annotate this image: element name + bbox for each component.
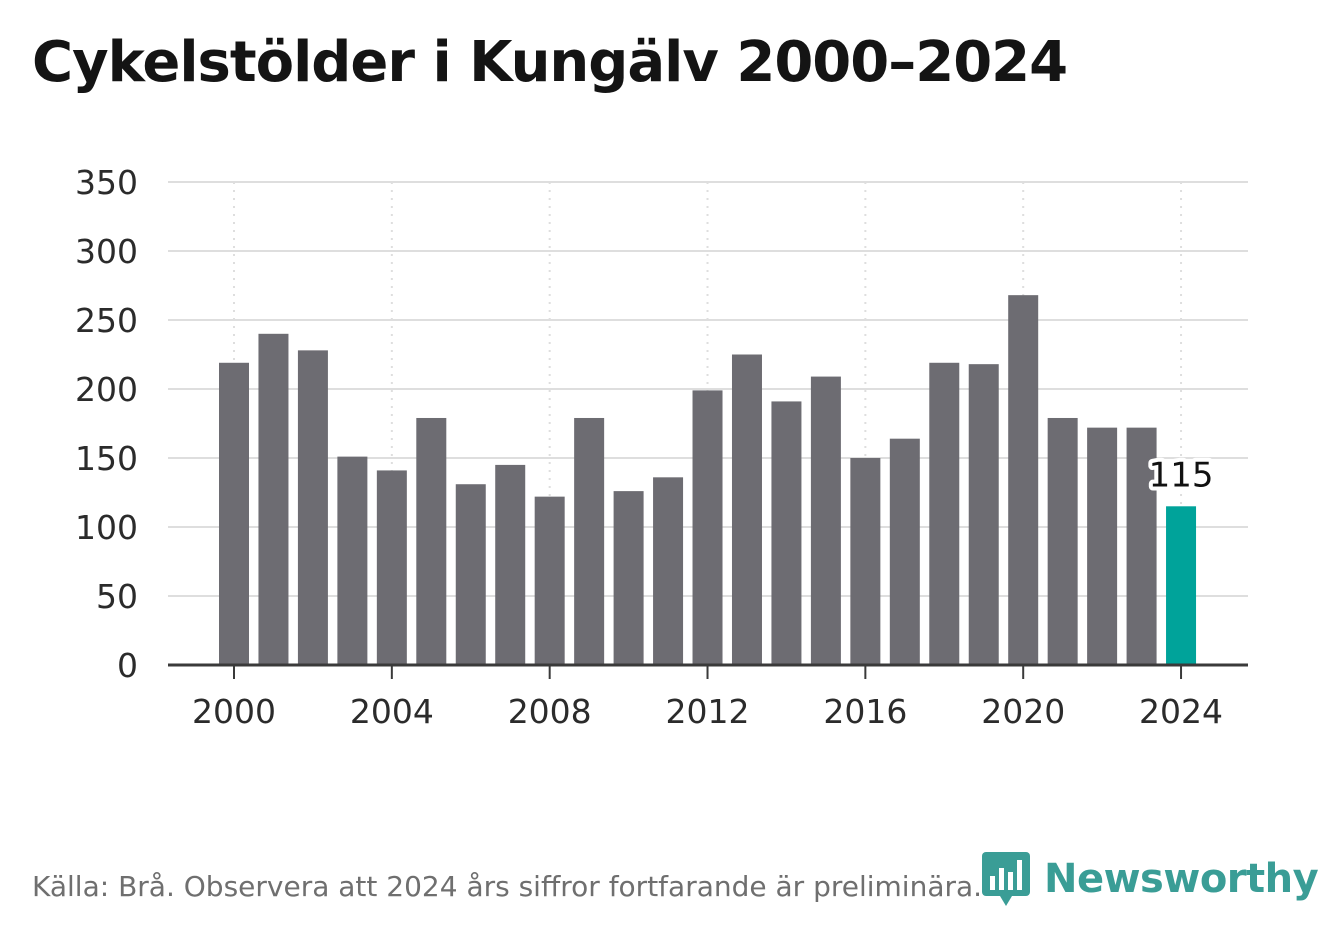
x-tick-label: 2024 [1139, 692, 1223, 731]
bar-2014 [771, 401, 802, 665]
bar-2007 [495, 464, 526, 665]
bar-2015 [810, 376, 841, 665]
brand-logo: Newsworthy [982, 850, 1319, 908]
bar-2006 [455, 484, 486, 665]
bar-2009 [574, 417, 605, 665]
bar-2018 [929, 362, 960, 665]
y-tick-label: 0 [117, 646, 138, 685]
bar-2000 [219, 362, 249, 665]
bar-2008 [534, 496, 565, 665]
x-tick-label: 2008 [508, 692, 592, 731]
bar-2022 [1087, 427, 1118, 665]
bar-2011 [653, 477, 684, 665]
y-tick-label: 250 [75, 301, 138, 340]
bar-2003 [337, 456, 368, 665]
bar-2004 [376, 470, 407, 665]
bar-2017 [889, 438, 920, 665]
bar-2020 [1008, 295, 1039, 665]
bar-2013 [731, 354, 762, 665]
x-tick-label: 2020 [981, 692, 1065, 731]
bar-2010 [613, 491, 644, 665]
bar-2019 [968, 364, 999, 665]
bar-2016 [850, 458, 881, 665]
bar-2002 [297, 350, 328, 665]
bar-highlight-2024 [1166, 506, 1197, 665]
x-tick-label: 2000 [192, 692, 276, 731]
bar-value-label-2024: 115 [1149, 455, 1214, 495]
bar-2023 [1126, 427, 1157, 665]
x-tick-label: 2012 [666, 692, 750, 731]
chart-title: Cykelstölder i Kungälv 2000–2024 [32, 30, 1068, 95]
y-tick-label: 50 [96, 577, 138, 616]
bar-2001 [258, 333, 289, 665]
y-tick-label: 100 [75, 508, 138, 547]
x-tick-label: 2016 [823, 692, 907, 731]
y-tick-label: 200 [75, 370, 138, 409]
bar-2021 [1047, 417, 1078, 665]
x-tick-label: 2004 [350, 692, 434, 731]
y-tick-label: 150 [75, 439, 138, 478]
bar-2005 [416, 417, 447, 665]
source-note: Källa: Brå. Observera att 2024 års siffr… [32, 870, 983, 903]
brand-name: Newsworthy [1044, 856, 1319, 902]
y-tick-label: 300 [75, 232, 138, 271]
y-tick-label: 350 [75, 163, 138, 202]
bar-2012 [692, 390, 723, 665]
newsworthy-logo-icon [982, 852, 1030, 906]
